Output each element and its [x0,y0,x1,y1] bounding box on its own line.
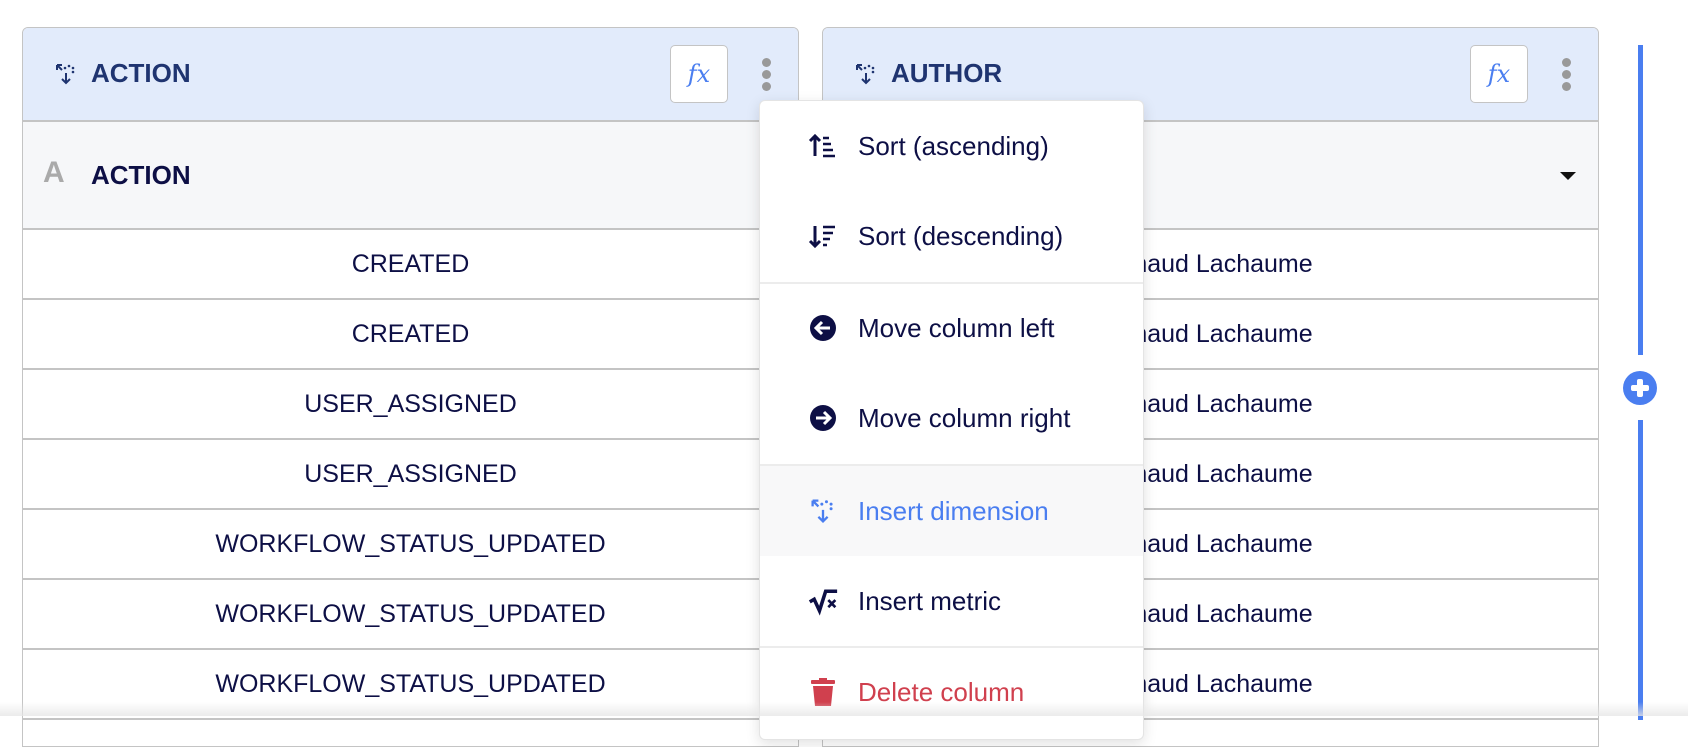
menu-item-sort-descending[interactable]: Sort (descending) [760,191,1143,281]
formula-button[interactable]: fx [670,45,728,103]
field-selector[interactable]: A ACTION [23,122,798,230]
add-column-button[interactable] [1623,371,1657,405]
more-options-icon[interactable] [762,58,772,91]
arrow-circle-left-icon [810,315,836,341]
column-title: AUTHOR [891,58,1003,88]
menu-item-label: Move column right [858,402,1071,433]
menu-item-label: Insert dimension [858,495,1049,526]
sort-descending-icon [808,225,835,249]
menu-item-move-left[interactable]: Move column left [760,283,1143,373]
dimension-icon [811,499,833,524]
menu-item-label: Move column left [858,312,1055,343]
table-row: CREATED [23,300,798,370]
menu-item-sort-ascending[interactable]: Sort (ascending) [760,101,1143,191]
menu-divider [760,282,1143,284]
menu-divider [760,464,1143,466]
menu-divider [760,646,1143,648]
table-row: WORKFLOW_STATUS_UPDATED [23,510,798,580]
field-name: ACTION [91,160,191,190]
column-title: ACTION [91,58,191,88]
trash-icon [811,678,835,706]
menu-item-insert-metric[interactable]: Insert metric [760,556,1143,646]
table-row: USER_ASSIGNED [23,440,798,510]
sort-ascending-icon [808,133,835,158]
formula-button[interactable]: fx [1470,45,1528,103]
menu-item-label: Sort (ascending) [858,130,1049,161]
menu-item-move-right[interactable]: Move column right [760,373,1143,463]
table-row: USER_ASSIGNED [23,370,798,440]
bottom-fade [0,702,1688,716]
insert-column-line [1638,420,1643,720]
menu-item-label: Delete column [858,676,1025,707]
menu-item-label: Sort (descending) [858,220,1064,251]
column-action: ACTION fx A ACTION CREATED CREATED USER_… [22,27,799,747]
column-header: ACTION fx [23,28,798,122]
menu-item-label: Insert metric [858,585,1002,616]
dimension-icon [56,64,75,85]
table-row: WORKFLOW_STATUS_UPDATED [23,580,798,650]
menu-item-insert-dimension[interactable]: Insert dimension [760,466,1143,556]
menu-item-delete-column[interactable]: Delete column [760,647,1143,737]
dimension-icon [856,64,875,85]
chevron-down-icon[interactable] [1560,172,1576,180]
table-row: CREATED [23,230,798,300]
square-root-icon [808,589,838,616]
insert-column-line [1638,45,1643,355]
more-options-icon[interactable] [1562,58,1572,91]
text-type-icon: A [43,156,65,189]
arrow-circle-right-icon [810,405,836,431]
column-context-menu: Sort (ascending) Sort (descending) Move … [759,100,1144,740]
